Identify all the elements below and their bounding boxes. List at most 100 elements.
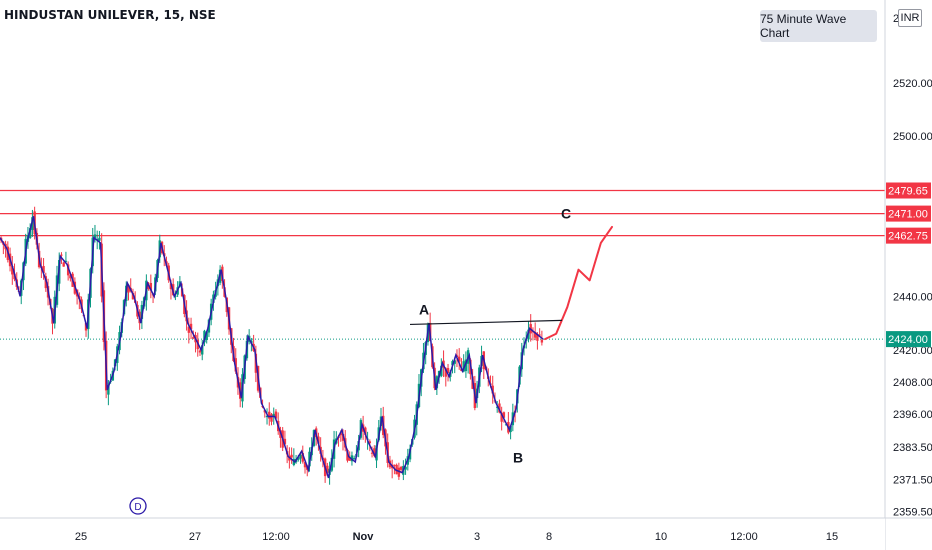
symbol-title: HINDUSTAN UNILEVER, 15, NSE bbox=[4, 8, 216, 22]
time-tick-label: 27 bbox=[189, 531, 201, 543]
price-label: 2479.65 bbox=[888, 186, 928, 198]
wave-labels: A B C bbox=[419, 205, 571, 465]
candle-body bbox=[131, 292, 135, 300]
candle-body bbox=[42, 266, 45, 273]
dividend-marker: D bbox=[129, 497, 147, 515]
candle-body bbox=[147, 285, 150, 290]
candle-body bbox=[62, 262, 65, 267]
time-axis-bg bbox=[0, 518, 885, 550]
candle-body bbox=[234, 358, 237, 372]
projection-line bbox=[544, 225, 613, 341]
candle-body bbox=[458, 356, 461, 362]
time-tick-label: 12:00 bbox=[730, 531, 758, 543]
candle-body bbox=[451, 361, 454, 366]
time-tick-label: 15 bbox=[826, 531, 838, 543]
candle-body bbox=[339, 432, 342, 436]
candle-body bbox=[440, 365, 443, 376]
candle-body bbox=[274, 411, 278, 419]
candle-body bbox=[352, 457, 356, 459]
candle-body bbox=[303, 462, 307, 468]
candle-body bbox=[536, 333, 539, 341]
candle-body bbox=[192, 337, 195, 339]
candle-body bbox=[290, 454, 293, 458]
candle-body bbox=[370, 452, 374, 454]
candle-body bbox=[540, 339, 544, 343]
candle-body bbox=[498, 403, 501, 413]
candles bbox=[0, 206, 544, 485]
candle-body bbox=[127, 284, 130, 293]
candle-body bbox=[533, 331, 537, 338]
candle-body bbox=[395, 464, 398, 475]
price-tick-label: 2371.50 bbox=[893, 474, 932, 486]
time-axis: 25 27 12:00 Nov 3 8 10 12:00 15 bbox=[0, 517, 932, 550]
candle-body bbox=[527, 329, 530, 340]
candle-body bbox=[462, 361, 465, 372]
candle-body bbox=[189, 323, 193, 330]
candle-body bbox=[364, 427, 367, 435]
candle-body bbox=[268, 411, 271, 419]
dividend-label: D bbox=[134, 502, 141, 513]
candle-body bbox=[348, 457, 351, 461]
price-label-box bbox=[886, 205, 931, 222]
candle-body bbox=[453, 360, 456, 364]
candle-body bbox=[198, 350, 202, 353]
candle-body bbox=[435, 376, 439, 389]
candle-body bbox=[93, 234, 97, 239]
candle-body bbox=[169, 283, 173, 290]
candle-body bbox=[270, 414, 273, 422]
price-label-box bbox=[886, 182, 931, 199]
time-tick-label: Nov bbox=[353, 531, 375, 543]
wave-polyline bbox=[0, 216, 544, 479]
candle-body bbox=[397, 467, 401, 477]
candle-body bbox=[174, 295, 177, 297]
candle-body bbox=[500, 412, 503, 422]
candle-body bbox=[60, 254, 63, 256]
candle-body bbox=[149, 282, 153, 291]
candle-body bbox=[301, 452, 304, 462]
candle-body bbox=[272, 413, 275, 417]
currency-button[interactable]: INR bbox=[898, 9, 922, 27]
candle-body bbox=[368, 441, 372, 444]
candle-body bbox=[504, 424, 508, 426]
price-axis-bg bbox=[885, 0, 932, 550]
price-label-box bbox=[886, 227, 931, 244]
price-tick-label: 2408.00 bbox=[893, 377, 932, 389]
wave-label-a: A bbox=[419, 301, 429, 317]
candle-body bbox=[187, 326, 191, 333]
trendline bbox=[409, 319, 563, 326]
time-tick-label: 3 bbox=[474, 531, 480, 543]
price-tick-label: 2520.00 bbox=[893, 78, 932, 90]
candle-body bbox=[509, 425, 512, 433]
candle-body bbox=[464, 359, 468, 372]
candle-body bbox=[205, 332, 208, 341]
candle-body bbox=[299, 454, 302, 459]
candle-body bbox=[11, 266, 14, 275]
price-label: 2424.00 bbox=[888, 334, 928, 346]
price-axis: 2520.00 2500.00 2440.00 2420.00 2408.00 2396.… bbox=[884, 0, 932, 550]
wave-label-c: C bbox=[561, 205, 571, 221]
candle-body bbox=[317, 436, 320, 444]
candle-body bbox=[107, 385, 110, 395]
candle-body bbox=[495, 406, 499, 408]
candle-body bbox=[66, 264, 70, 276]
time-tick-label: 12:00 bbox=[262, 531, 290, 543]
candle-body bbox=[404, 466, 407, 470]
price-label: 2471.00 bbox=[888, 209, 928, 221]
candle-body bbox=[346, 449, 349, 461]
wave-line bbox=[0, 216, 544, 479]
candle-body bbox=[491, 385, 494, 394]
candle-body bbox=[538, 334, 541, 336]
price-tick-label: 2359.50 bbox=[893, 506, 932, 518]
candle-body bbox=[201, 345, 204, 355]
candle-body bbox=[283, 438, 287, 445]
price-tick-label: 2 bbox=[893, 13, 899, 25]
candle-body bbox=[373, 448, 376, 456]
candle-body bbox=[446, 368, 450, 374]
wave-chart-label[interactable]: 75 Minute Wave Chart bbox=[760, 10, 877, 42]
price-tick-label: 2383.50 bbox=[893, 442, 932, 454]
candle-body bbox=[393, 464, 396, 466]
dividend-circle bbox=[129, 497, 147, 515]
price-label-box bbox=[886, 331, 931, 348]
horizontal-levels bbox=[0, 189, 885, 340]
